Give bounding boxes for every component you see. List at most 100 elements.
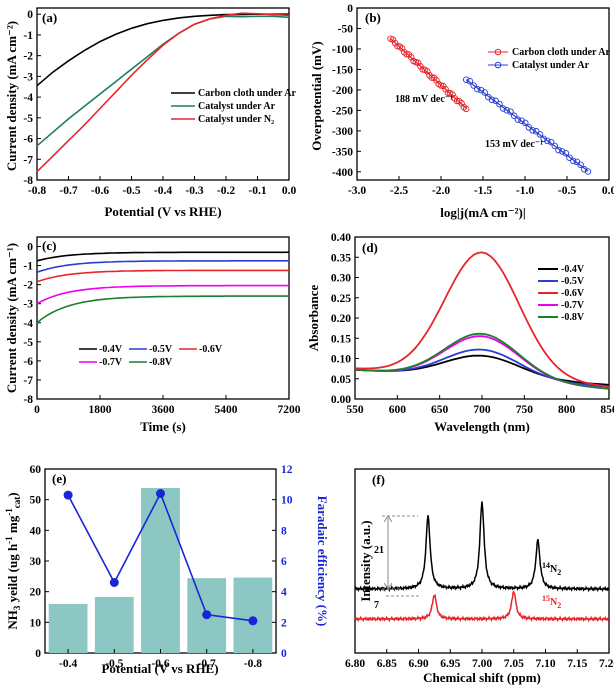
panel-e-bar-4 [233,577,273,653]
panel-b-point-0 [437,82,445,89]
panel-b-ytick-label: -400 [332,167,353,179]
panel-b-point-1 [499,105,507,112]
f-arrow-heads-21 [383,515,393,590]
panel-a-ytick-label: -7 [23,154,33,166]
panel-e-ytick-label: 20 [30,587,42,599]
panel-a-xlabel: Potential (V vs RHE) [104,204,221,219]
panel-b-point-0 [462,105,470,113]
panel-e-fe-point-4 [248,616,258,626]
legend-d-06: -0.6V [561,288,585,299]
legend-c-07: -0.7V [99,357,123,368]
panel-d-ytick-label: 0.10 [331,354,351,366]
panel-b-point-1 [488,96,496,104]
panel-a-ytick-label: -2 [23,51,33,63]
panel-f-xtick-label: 6.90 [408,658,428,670]
panel-b-ytick-label: 0 [347,3,353,15]
panel-b-point-1 [522,119,529,127]
legend-b-carbon: Carbon cloth under Ar [512,47,610,58]
panel-b-ytick-label: -350 [332,146,353,158]
panel-b-point-1 [492,97,499,105]
panel-b-point-1 [474,85,481,93]
panel-e-xtick-label: -0.8 [244,658,262,670]
panel-c-series-3 [36,284,289,305]
panel-d-ylabel: Absorbance [306,285,321,352]
panel-c-series-4 [36,295,289,324]
panel-a-label: (a) [42,10,57,25]
panel-d-xtick-label: 650 [431,404,449,416]
panel-b-point-1 [581,166,588,173]
panel-e-ytick-label: 60 [30,464,42,476]
annotation-7: 7 [374,600,379,611]
panel-a-xtick-label: -0.5 [122,185,140,197]
panel-b-point-1 [544,137,551,145]
panel-c-label: (c) [42,238,56,253]
panel-c-ytick-label: -5 [23,337,33,349]
panel-d-ytick-label: 0.40 [331,232,351,244]
annotation-153: 153 mV dec⁻¹ [485,139,543,150]
panel-a-ytick-label: -3 [23,71,33,83]
panel-b-xtick-label: -1.5 [474,185,492,197]
panel-e-y2label: Faradaic efficiency (%) [315,496,330,627]
panel-d-ytick-label: 0.30 [331,273,351,285]
panel-d-xtick-label: 750 [516,404,534,416]
panel-b-point-0 [403,50,410,58]
panel-f-annotations: 21 7 14N2 15N2 [374,515,561,611]
panel-e-fe-point-3 [202,610,212,620]
legend-c-04: -0.4V [99,344,123,355]
panel-b-ytick-label: -300 [332,126,353,138]
panel-c-xtick-label: 5400 [215,404,238,416]
panel-b-ytick-label: -250 [332,105,353,117]
panel-b-point-1 [518,117,525,124]
panel-e-fe-point-1 [109,578,119,587]
panel-a-series-0 [36,13,289,87]
panel-b-xtick-label: -0.5 [558,185,576,197]
panel-f-xlabel: Chemical shift (ppm) [423,670,541,685]
panel-b-point-1 [496,100,503,108]
panel-a-xtick-label: -0.7 [59,185,77,197]
panel-c-xtick-label: 0 [34,404,40,416]
panel-d-series-2 [354,251,610,388]
panel-b-fit-0 [390,38,467,109]
panel-c-ytick-label: -1 [23,261,33,273]
panel-e-ytick-label: 10 [30,617,42,629]
panel-b-xlabel: log|j(mA cm⁻²)| [440,205,525,220]
panel-f-series-1 [354,590,610,623]
annotation-188: 188 mV dec⁻¹ [395,94,453,105]
panel-b-point-1 [462,76,470,83]
panel-c-ytick-label: 0 [27,242,33,254]
panel-c-ytick-label: -3 [23,299,33,311]
panel-d-legend: -0.4V -0.5V -0.6V -0.7V -0.8V [538,264,585,323]
panel-a-ytick-label: -6 [23,134,33,146]
legend-c-06: -0.6V [199,344,223,355]
panel-a-xtick-label: -0.1 [248,185,266,197]
panel-c-series-2 [36,269,289,283]
legend-b-catalyst: Catalyst under Ar [512,60,590,71]
panel-c-ytick-label: -8 [23,394,33,406]
panel-c-series-0 [36,251,290,262]
panel-b-ytick-label: -100 [332,44,353,56]
panel-d-ytick-label: 0.20 [331,313,351,325]
panel-b-point-1 [584,168,592,175]
panel-b-xtick-label: -3.0 [348,185,366,197]
panel-b-xtick-label: -1.0 [516,185,534,197]
panel-b-point-1 [514,116,522,123]
panel-c-ylabel: Current density (mA cm⁻¹) [4,243,19,393]
panel-a-series-1 [36,15,290,147]
panel-c-xtick-label: 1800 [89,404,112,416]
panel-b-point-1 [562,149,570,157]
panel-c-ytick-label: -4 [23,318,33,330]
panel-a-ytick-label: -8 [23,175,33,187]
panel-c-xtick-label: 7200 [278,404,301,416]
panel-e-xtick-label: -0.7 [198,658,216,670]
panel-c-ytick-label: -2 [23,280,33,292]
panel-e-ytick-label: 50 [30,495,42,507]
panel-e-y2tick-label: 0 [281,648,287,660]
panel-b-point-0 [440,82,447,90]
panel-d-xlabel: Wavelength (nm) [434,419,530,434]
panel-c-ytick-label: -6 [23,356,33,368]
panel-d-xtick-label: 700 [473,404,491,416]
panel-a-ytick-label: -4 [23,92,33,104]
legend-f-15n2: 15N2 [542,594,561,610]
panel-e-y2tick-label: 8 [281,525,287,537]
panel-e-xtick-label: -0.5 [105,658,123,670]
